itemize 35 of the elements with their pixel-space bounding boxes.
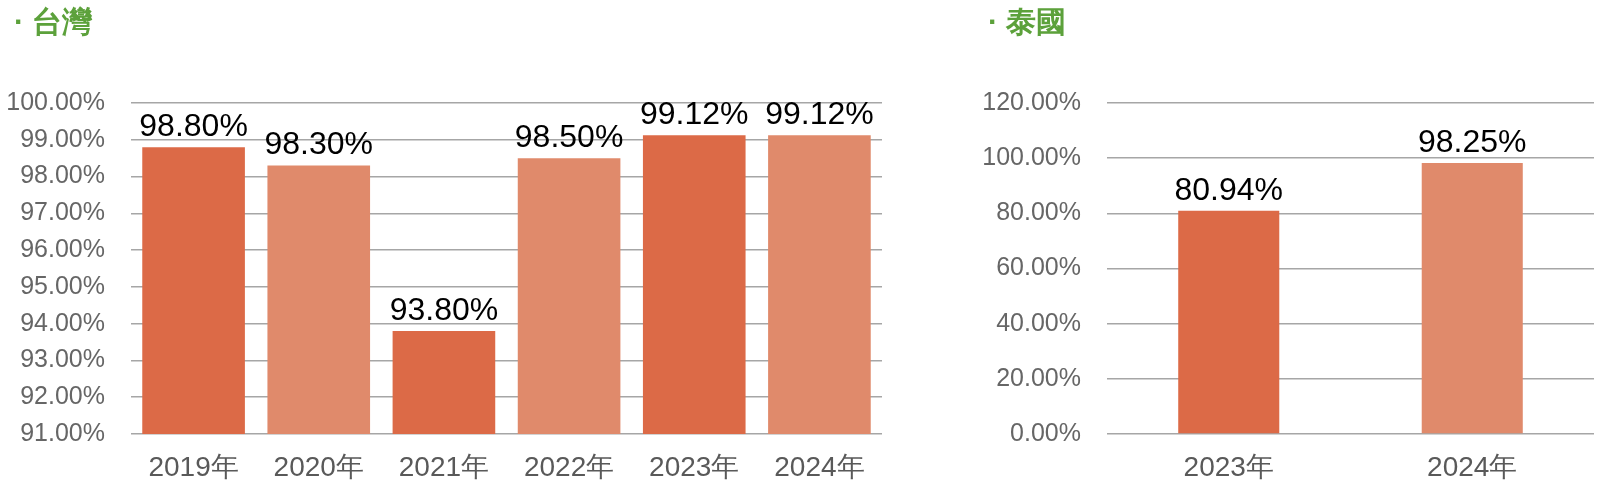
y-tick-label: 94.00% [20,307,105,336]
x-tick-label: 2019年 [148,450,239,482]
y-tick-label: 120.00% [982,86,1081,115]
data-label: 80.94% [1174,170,1284,207]
x-tick-label: 2023年 [1183,450,1274,482]
x-tick-label: 2021年 [398,450,490,482]
data-label: 99.12% [639,95,749,132]
y-tick-label: 20.00% [996,362,1081,391]
x-tick-label: 2022年 [523,450,615,482]
y-tick-label: 91.00% [20,417,105,446]
data-label: 93.80% [389,290,499,327]
y-tick-label: 98.00% [20,160,105,189]
y-tick-label: 100.00% [6,86,105,115]
y-tick-label: 96.00% [20,234,105,262]
y-tick-label: 99.00% [20,123,105,152]
y-tick-label: 100.00% [982,142,1081,171]
data-label: 98.25% [1417,122,1527,159]
y-tick-label: 40.00% [996,307,1081,336]
data-label: 98.80% [139,106,248,143]
data-label: 98.50% [514,117,624,154]
y-tick-label: 80.00% [996,197,1081,226]
y-tick-label: 95.00% [20,270,105,299]
x-tick-label: 2020年 [273,450,364,482]
x-tick-label: 2024年 [1427,450,1518,482]
x-tick-label: 2023年 [649,450,740,482]
data-label: 98.30% [264,125,374,162]
y-tick-label: 0.00% [1010,417,1081,446]
chart-title: · 台灣 [14,4,93,40]
y-tick-label: 60.00% [996,252,1081,281]
x-tick-label: 2024年 [774,450,865,482]
y-tick-label: 93.00% [20,344,105,373]
y-tick-label: 97.00% [20,197,105,226]
data-label: 99.12% [765,95,874,132]
chart-title: · 泰國 [988,4,1067,40]
y-tick-label: 92.00% [20,381,105,410]
